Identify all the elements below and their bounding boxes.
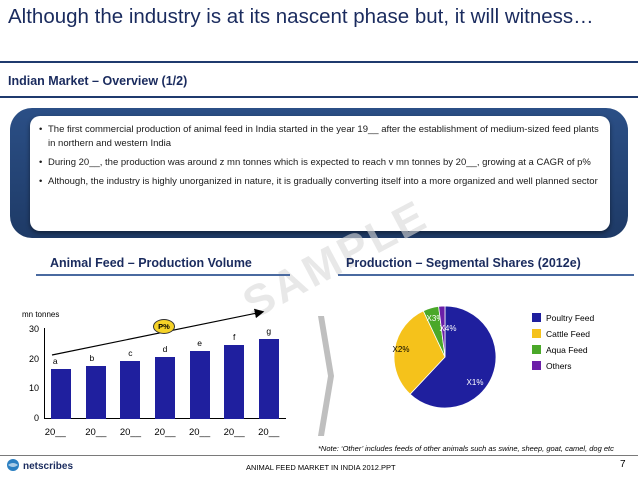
chevron-separator-icon bbox=[318, 316, 334, 436]
logo-globe-icon bbox=[7, 459, 19, 471]
overview-bullet: • During 20__, the production was around … bbox=[39, 157, 591, 168]
legend-label: Cattle Feed bbox=[546, 329, 590, 339]
pie-legend-item: Cattle Feed bbox=[532, 329, 590, 339]
overview-box: • The first commercial production of anim… bbox=[30, 116, 610, 231]
bar-chart-data-label: g bbox=[266, 325, 272, 336]
bar-chart-data-label: b bbox=[89, 352, 95, 363]
cagr-badge: P% bbox=[153, 319, 175, 334]
bar-chart-ytick: 0 bbox=[33, 413, 39, 423]
bar-chart-bar bbox=[85, 365, 106, 419]
page-number: 7 bbox=[620, 459, 626, 470]
bar-chart-bar bbox=[258, 338, 279, 419]
pie-chart: X1% X2% X3%X4% bbox=[393, 305, 497, 409]
pie-slice-cattle-feed bbox=[393, 310, 446, 395]
bar-chart-bar bbox=[224, 344, 245, 419]
pie-slice-label: X1% bbox=[467, 378, 484, 387]
pie-slice-label: X3% bbox=[427, 314, 444, 323]
title-divider bbox=[0, 61, 638, 63]
bar-chart-xtick: 20__ bbox=[119, 427, 141, 438]
bar-chart-bar bbox=[189, 350, 210, 419]
bar-chart-data-label: d bbox=[162, 343, 168, 354]
legend-swatch bbox=[532, 313, 541, 322]
pie-legend-item: Aqua Feed bbox=[532, 345, 588, 355]
pie-slice-others bbox=[438, 305, 446, 358]
pie-slice-label: X4% bbox=[440, 324, 457, 333]
bar-chart-xtick: 20__ bbox=[85, 427, 107, 438]
pie-chart-title-rule bbox=[338, 274, 634, 276]
legend-swatch bbox=[532, 361, 541, 370]
overview-bullet: • Although, the industry is highly unorga… bbox=[39, 176, 598, 187]
footer-divider bbox=[0, 455, 638, 456]
bar-chart-xtick: 20__ bbox=[188, 427, 211, 438]
overview-bullet: • The first commercial production of anim… bbox=[39, 124, 599, 149]
legend-label: Others bbox=[546, 361, 572, 371]
bar-chart-data-label: c bbox=[128, 348, 133, 359]
pie-slice-poultry-feed bbox=[409, 305, 497, 409]
pie-legend-item: Others bbox=[532, 361, 572, 371]
bar-chart-ytick: 10 bbox=[28, 383, 39, 394]
netscribes-logo: netscribes bbox=[6, 458, 73, 472]
bar-chart-xtick: 20__ bbox=[154, 427, 176, 438]
legend-swatch bbox=[532, 345, 541, 354]
bar-chart-data-label: a bbox=[52, 355, 58, 366]
footnote: *Note: ‘Other’ includes feeds of other a… bbox=[318, 444, 614, 453]
bar-chart-xtick: 20__ bbox=[223, 427, 245, 438]
pie-slice-label: X2% bbox=[393, 345, 410, 354]
legend-label: Poultry Feed bbox=[546, 313, 595, 323]
section-divider bbox=[0, 96, 638, 98]
footer-file-name: ANIMAL FEED MARKET IN INDIA 2012.PPT bbox=[246, 463, 396, 472]
bar-chart-data-label: f bbox=[232, 331, 236, 342]
legend-label: Aqua Feed bbox=[546, 345, 588, 355]
bar-chart-ylabel: mn tonnes bbox=[22, 310, 60, 319]
legend-swatch bbox=[532, 329, 541, 338]
bar-chart-ytick: 20 bbox=[28, 353, 39, 364]
bar-chart-bar bbox=[155, 356, 175, 419]
bar-chart-title-rule bbox=[36, 274, 290, 276]
section-title: Indian Market – Overview (1/2) bbox=[8, 74, 188, 88]
bar-chart-xtick: 20__ bbox=[44, 427, 66, 438]
bar-chart-bar bbox=[120, 361, 141, 419]
bar-chart-title: Animal Feed – Production Volume bbox=[50, 256, 252, 270]
slide-title: Although the industry is at its nascent … bbox=[8, 5, 594, 28]
pie-legend-item: Poultry Feed bbox=[532, 313, 594, 323]
bar-chart-data-label: e bbox=[197, 337, 202, 348]
bar-chart-bar bbox=[51, 368, 72, 419]
bar-chart-ytick: 30 bbox=[28, 324, 39, 334]
bar-chart-xtick: 20__ bbox=[258, 427, 280, 438]
pie-chart-title: Production – Segmental Shares (2012e) bbox=[346, 256, 581, 270]
